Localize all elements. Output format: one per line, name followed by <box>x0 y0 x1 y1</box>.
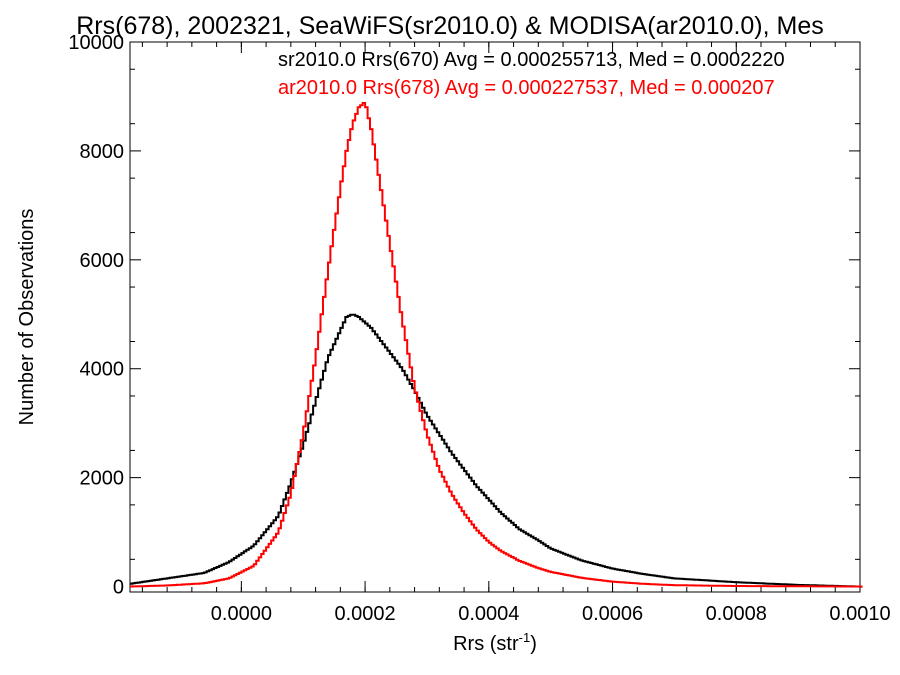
legend-entry-sr2010: sr2010.0 Rrs(670) Avg = 0.000255713, Med… <box>278 49 785 71</box>
x-tick-label: 0.0006 <box>582 603 643 625</box>
plot-frame <box>129 41 861 593</box>
axis-ticks <box>130 41 861 592</box>
y-tick-label: 0 <box>113 577 124 599</box>
axis-tick-labels: 0.0000 0.0002 0.0004 0.0006 0.0008 0.0010 0 200… <box>68 32 890 625</box>
series-ar2010-line <box>130 102 863 588</box>
y-tick-label: 2000 <box>80 468 125 490</box>
y-tick-label: 10000 <box>68 32 124 54</box>
chart-title: Rrs(678), 2002321, SeaWiFS(sr2010.0) & M… <box>76 12 824 40</box>
y-tick-label: 6000 <box>80 250 125 272</box>
x-axis-label-main: Rrs (str <box>453 633 519 655</box>
x-axis-label-close: ) <box>530 633 537 655</box>
x-axis-label: Rrs (str-1) <box>453 630 537 655</box>
series-lines <box>130 102 863 588</box>
y-tick-label: 8000 <box>80 141 125 163</box>
series-sr2010-line <box>130 313 863 588</box>
x-axis-label-superscript: -1 <box>519 630 531 645</box>
x-tick-label: 0.0004 <box>458 603 519 625</box>
x-tick-label: 0.0000 <box>211 603 272 625</box>
x-tick-label: 0.0008 <box>706 603 767 625</box>
y-axis-label: Number of Observations <box>16 209 38 426</box>
legend-entry-ar2010: ar2010.0 Rrs(678) Avg = 0.000227537, Med… <box>278 77 775 99</box>
x-tick-label: 0.0002 <box>334 603 395 625</box>
y-tick-label: 4000 <box>80 359 125 381</box>
x-tick-label: 0.0010 <box>829 603 890 625</box>
